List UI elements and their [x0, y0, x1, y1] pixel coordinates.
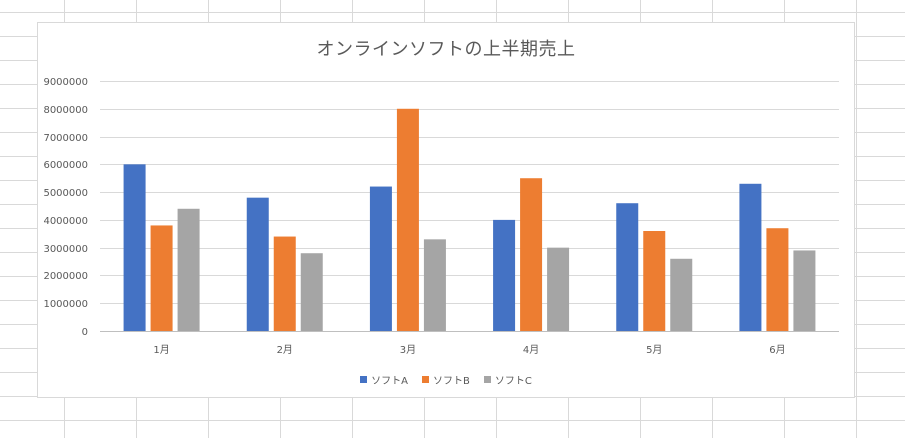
bar[interactable] [300, 253, 323, 331]
legend-swatch-series-1 [421, 376, 429, 383]
bar[interactable] [739, 183, 762, 331]
y-tick-label: 7000000 [43, 133, 88, 144]
x-tick-label: 3月 [400, 344, 416, 356]
bar[interactable] [273, 236, 296, 331]
x-tick-label: 4月 [523, 344, 539, 356]
bar[interactable] [246, 197, 269, 331]
bar[interactable] [396, 108, 419, 332]
chart-title[interactable]: オンラインソフトの上半期売上 [316, 39, 576, 60]
x-tick-label: 6月 [769, 344, 785, 356]
bar[interactable] [793, 250, 816, 331]
bar[interactable] [520, 178, 543, 331]
y-tick-label: 6000000 [43, 160, 88, 171]
legend-label-series-2: ソフトC [494, 376, 532, 387]
bar[interactable] [123, 164, 146, 331]
bar[interactable] [643, 231, 666, 331]
y-tick-label: 4000000 [43, 216, 88, 227]
bar[interactable] [369, 186, 392, 331]
chart-area[interactable]: オンラインソフトの上半期売上 0 1000000 2000000 3000000 400… [37, 22, 855, 398]
bar[interactable] [177, 208, 200, 331]
legend-label-series-0: ソフトA [371, 376, 408, 387]
y-tick-label: 3000000 [43, 244, 88, 255]
legend-swatch-series-0 [360, 376, 368, 383]
x-tick-label: 5月 [646, 344, 662, 356]
legend-item-series-2[interactable]: ソフトC [483, 372, 532, 387]
bar[interactable] [766, 228, 789, 331]
bar[interactable] [150, 225, 173, 331]
legend-label-series-1: ソフトB [432, 376, 470, 387]
x-tick-label: 1月 [153, 344, 169, 356]
legend-swatch-series-2 [483, 376, 491, 383]
y-tick-label: 2000000 [43, 271, 88, 282]
bar[interactable] [616, 203, 639, 331]
y-tick-label: 9000000 [43, 77, 88, 88]
y-tick-label: 1000000 [43, 299, 88, 310]
bar[interactable] [547, 247, 570, 331]
legend-item-series-1[interactable]: ソフトB [421, 372, 470, 387]
y-tick-label: 8000000 [43, 105, 88, 116]
bar[interactable] [493, 219, 516, 331]
y-tick-label: 5000000 [43, 188, 88, 199]
legend[interactable]: ソフトA ソフトB ソフトC [38, 372, 854, 387]
x-tick-label: 2月 [277, 344, 293, 356]
legend-item-series-0[interactable]: ソフトA [360, 372, 408, 387]
bar[interactable] [670, 258, 693, 331]
y-tick-label: 0 [82, 327, 88, 338]
bar-chart[interactable]: 0 1000000 2000000 3000000 4000000 5000000 6000… [38, 23, 856, 399]
bar[interactable] [423, 239, 446, 331]
